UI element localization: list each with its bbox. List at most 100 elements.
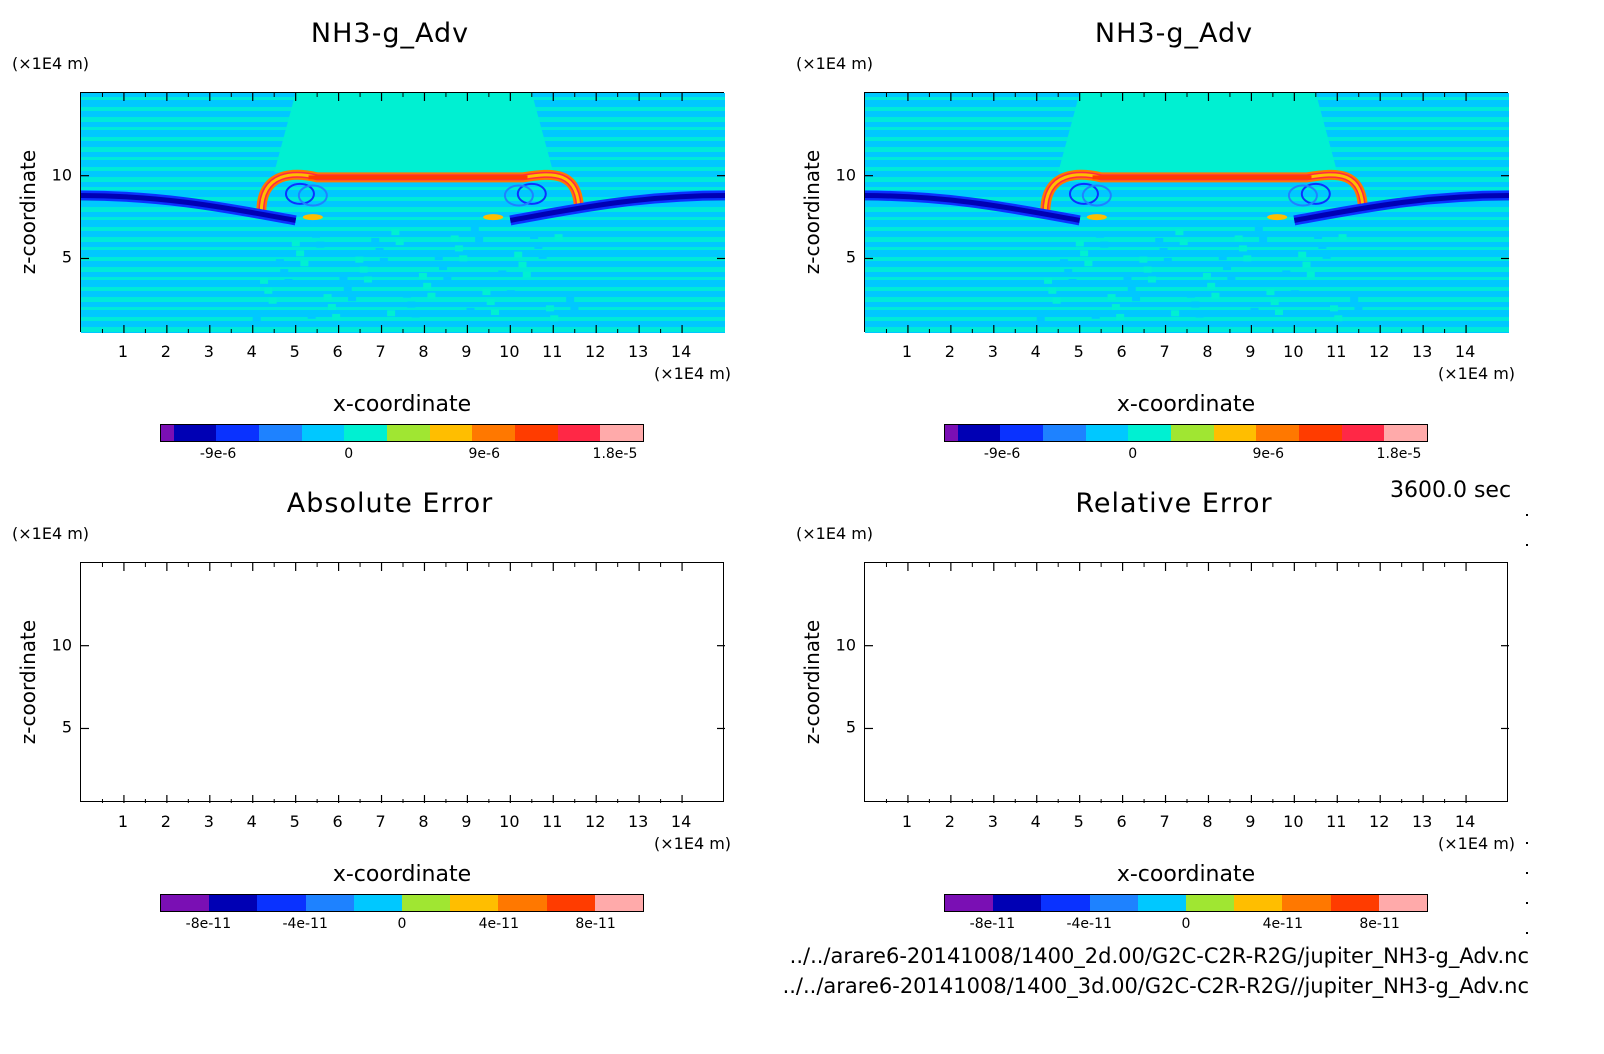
field-cell [1163, 257, 1172, 264]
colorbar-swatch [402, 895, 451, 911]
colorbar-swatch [594, 895, 644, 911]
colorbar-tick-label: 8e-11 [575, 916, 616, 932]
x-tick-label: 9 [1245, 342, 1256, 361]
x-tick-label: 8 [1202, 812, 1213, 831]
colorbar-swatch [1089, 895, 1138, 911]
field-cell [1175, 229, 1184, 236]
x-axis-label: x-coordinate [1116, 862, 1256, 887]
field-cell [1259, 236, 1268, 243]
field-band [81, 257, 725, 261]
field-cell [1282, 270, 1291, 277]
field-cell [1322, 252, 1331, 259]
colorbar-swatch [1384, 425, 1428, 441]
colorbar-tick-label: 4e-11 [1262, 916, 1303, 932]
field-cell [1171, 310, 1180, 317]
x-unit-label: (×1E4 m) [654, 834, 732, 853]
field-inner-arc [284, 182, 315, 205]
x-tick-label: 1 [117, 342, 129, 361]
field-band [81, 217, 725, 220]
field-cell [1286, 280, 1295, 287]
colorbar-swatch [305, 895, 354, 911]
field-blob [483, 214, 504, 221]
field-inner-arc [297, 184, 328, 207]
marker-dot [1526, 872, 1528, 874]
colorbar [944, 894, 1428, 912]
x-tick-label: 5 [1073, 342, 1084, 361]
field-cell [1195, 311, 1204, 318]
colorbar-swatch [1213, 425, 1257, 441]
field-cell [1107, 294, 1116, 301]
y-tick-label: 5 [61, 717, 72, 737]
plot-svg [865, 563, 1509, 803]
field-cell [1068, 279, 1077, 286]
field-cell [427, 292, 436, 299]
x-tick-label: 14 [1454, 812, 1476, 831]
colorbar-swatch [259, 425, 302, 441]
x-tick-label: 13 [627, 812, 649, 831]
x-tick-label: 11 [542, 342, 563, 361]
x-tick-label: 12 [585, 812, 606, 831]
field-cell [1298, 251, 1307, 258]
field-cell [1238, 245, 1247, 252]
colorbar-swatch [1256, 425, 1300, 441]
field-band [81, 197, 725, 201]
chart-title: Absolute Error [286, 488, 494, 519]
colorbar-swatch [1128, 425, 1172, 441]
field-cell [502, 280, 511, 287]
field-cell [1095, 231, 1104, 238]
field-cell [375, 247, 384, 254]
x-tick-label: 3 [203, 812, 214, 831]
field-band [865, 287, 1509, 291]
x-tick-label: 13 [1411, 812, 1433, 831]
x-tick-label: 7 [375, 812, 386, 831]
field-cell [450, 235, 459, 242]
colorbar-swatch [1171, 425, 1214, 441]
field-cell [1354, 306, 1363, 313]
x-tick-label: 4 [1030, 342, 1041, 361]
field-cell [1064, 269, 1073, 276]
x-tick-label: 14 [670, 342, 692, 361]
x-unit-label: (×1E4 m) [654, 364, 732, 383]
field-cell [296, 250, 305, 257]
field-band [81, 297, 725, 302]
plot-svg [81, 563, 725, 803]
field-cell [1250, 307, 1259, 314]
field-cell [252, 316, 261, 323]
field-cell [423, 282, 432, 289]
field-cell [343, 285, 352, 292]
field-cell [387, 310, 396, 317]
x-tick-label: 7 [1159, 342, 1170, 361]
colorbar-swatch [993, 895, 1042, 911]
colorbar-swatch [173, 425, 217, 441]
colorbar-swatch [1330, 895, 1379, 911]
colorbar-swatch [344, 425, 388, 441]
field-cell [545, 305, 554, 312]
field-cell [339, 275, 348, 282]
x-tick-label: 13 [627, 342, 649, 361]
field-cell [1147, 276, 1156, 283]
field-cell [518, 261, 527, 268]
field-band [81, 317, 725, 321]
colorbar-swatch [515, 425, 558, 441]
field-band [81, 307, 725, 310]
colorbar-swatch [600, 425, 644, 441]
x-tick-label: 14 [1454, 342, 1476, 361]
field-cell [280, 269, 289, 276]
field-cell [1091, 312, 1100, 319]
y-tick-label: 10 [835, 165, 856, 185]
field-blob [1267, 214, 1288, 221]
field-cell [1127, 285, 1136, 292]
colorbar-swatch [450, 895, 499, 911]
colorbar-swatch [1186, 895, 1235, 911]
colorbar-tick-label: -9e-6 [983, 446, 1021, 462]
field-wave-core [509, 193, 725, 223]
field-cell [1187, 291, 1195, 298]
field-cell [1211, 292, 1220, 299]
y-tick-label: 10 [51, 635, 72, 655]
field-band [865, 197, 1509, 201]
x-tick-label: 8 [418, 342, 429, 361]
field-inner-arc [1068, 182, 1099, 205]
y-tick-label: 10 [51, 165, 72, 185]
field-cell [1302, 261, 1311, 268]
field-blob [302, 214, 323, 221]
